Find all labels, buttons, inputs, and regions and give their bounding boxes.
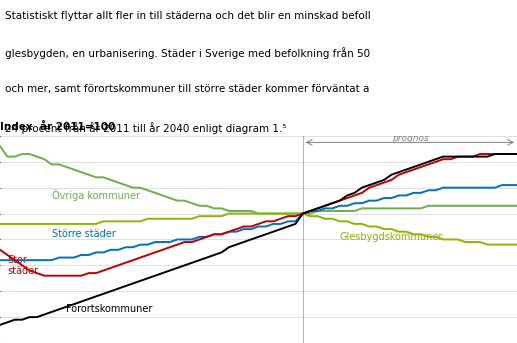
Text: Större städer: Större städer <box>52 229 115 239</box>
Text: och mer, samt förortskommuner till större städer kommer förväntat a: och mer, samt förortskommuner till störr… <box>5 84 370 94</box>
Text: Förortskommuner: Förortskommuner <box>67 304 153 314</box>
Text: Index  år 2011=100: Index år 2011=100 <box>0 122 115 132</box>
Text: Glesbygdskommuner: Glesbygdskommuner <box>340 232 443 242</box>
Text: glesbygden, en urbanisering. Städer i Sverige med befolkning från 50: glesbygden, en urbanisering. Städer i Sv… <box>5 48 370 59</box>
Text: 24 procent från år 2011 till år 2040 enligt diagram 1.⁵: 24 procent från år 2011 till år 2040 enl… <box>5 122 286 134</box>
Text: prognos: prognos <box>391 134 428 143</box>
Text: Övriga kommuner: Övriga kommuner <box>52 189 140 201</box>
Text: Statistiskt flyttar allt fler in till städerna och det blir en minskad befoll: Statistiskt flyttar allt fler in till st… <box>5 11 371 21</box>
Text: Stor-
städer: Stor- städer <box>7 255 38 276</box>
